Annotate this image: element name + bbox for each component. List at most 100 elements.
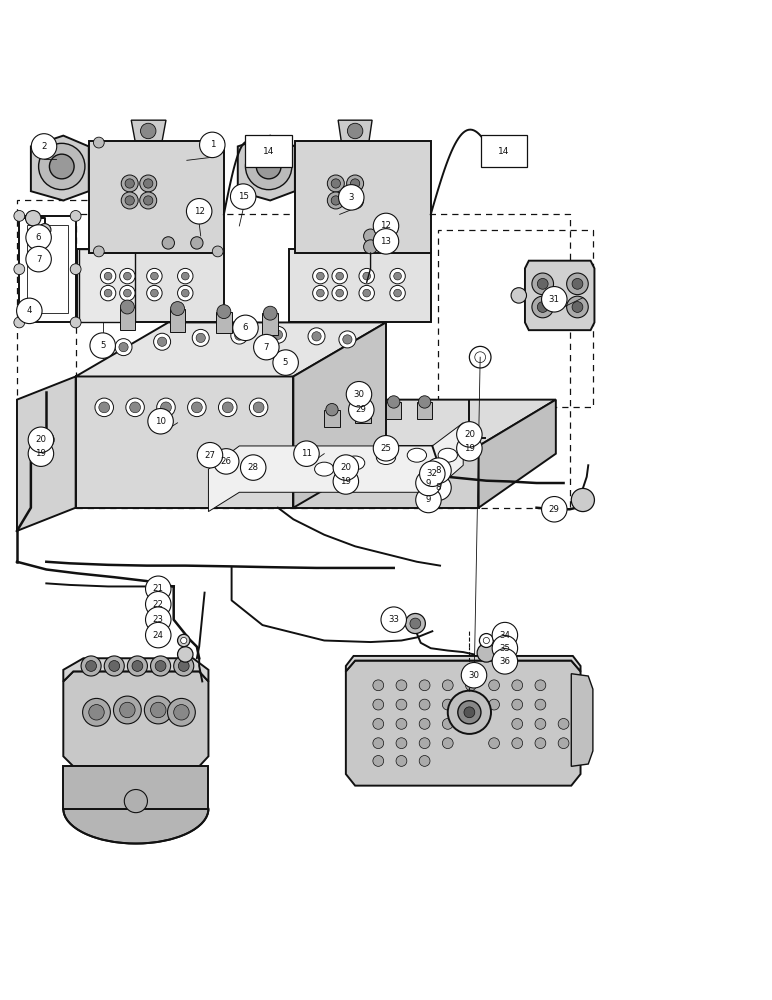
Text: 22: 22 — [153, 600, 164, 609]
Text: 34: 34 — [499, 631, 510, 640]
Text: 25: 25 — [381, 444, 391, 453]
Circle shape — [489, 738, 499, 749]
Circle shape — [39, 143, 85, 190]
Polygon shape — [76, 322, 386, 376]
Circle shape — [104, 272, 112, 280]
Text: 20: 20 — [464, 430, 475, 439]
Text: 6: 6 — [36, 233, 42, 242]
Polygon shape — [63, 809, 208, 844]
Ellipse shape — [345, 456, 364, 470]
Circle shape — [25, 246, 51, 272]
Text: 5: 5 — [100, 341, 106, 350]
Circle shape — [461, 663, 486, 688]
Circle shape — [269, 326, 286, 343]
Text: 35: 35 — [499, 644, 510, 653]
Circle shape — [42, 436, 50, 444]
Circle shape — [542, 497, 567, 522]
Polygon shape — [79, 249, 135, 322]
Circle shape — [93, 246, 104, 257]
Text: 11: 11 — [301, 449, 312, 458]
Polygon shape — [208, 423, 463, 512]
Text: 14: 14 — [263, 147, 274, 156]
Circle shape — [198, 442, 222, 468]
Circle shape — [350, 196, 360, 205]
Circle shape — [174, 656, 194, 676]
Circle shape — [127, 656, 147, 676]
Circle shape — [558, 718, 569, 729]
Circle shape — [25, 225, 51, 250]
Circle shape — [331, 179, 340, 188]
Circle shape — [363, 289, 371, 297]
Polygon shape — [19, 216, 76, 322]
Text: 7: 7 — [263, 343, 269, 352]
Circle shape — [39, 224, 51, 236]
Circle shape — [115, 339, 132, 356]
Polygon shape — [293, 446, 479, 508]
Circle shape — [178, 661, 189, 671]
Circle shape — [171, 302, 185, 315]
Circle shape — [86, 661, 96, 671]
Text: 30: 30 — [469, 671, 479, 680]
Circle shape — [410, 618, 421, 629]
Circle shape — [174, 705, 189, 720]
Circle shape — [213, 449, 239, 474]
Circle shape — [532, 296, 554, 318]
Circle shape — [217, 305, 231, 319]
Circle shape — [512, 680, 523, 691]
Circle shape — [157, 398, 175, 417]
Circle shape — [535, 738, 546, 749]
Circle shape — [512, 699, 523, 710]
Text: 4: 4 — [26, 306, 32, 315]
Circle shape — [373, 213, 398, 239]
Circle shape — [537, 278, 548, 289]
Circle shape — [425, 458, 451, 483]
FancyBboxPatch shape — [481, 135, 527, 167]
Circle shape — [144, 179, 153, 188]
Circle shape — [419, 756, 430, 766]
Circle shape — [475, 352, 486, 363]
Circle shape — [477, 644, 496, 662]
Text: 31: 31 — [549, 295, 560, 304]
Text: 36: 36 — [499, 657, 510, 666]
Text: 3: 3 — [348, 193, 354, 202]
Text: 2: 2 — [41, 142, 47, 151]
Text: 8: 8 — [435, 466, 442, 475]
Circle shape — [535, 718, 546, 729]
Polygon shape — [525, 261, 594, 330]
Circle shape — [415, 487, 442, 513]
Text: 21: 21 — [153, 584, 164, 593]
Circle shape — [333, 469, 358, 494]
Circle shape — [313, 285, 328, 301]
Text: 12: 12 — [194, 207, 205, 216]
Circle shape — [104, 656, 124, 676]
Circle shape — [119, 343, 128, 352]
Circle shape — [381, 607, 407, 632]
Circle shape — [212, 246, 223, 257]
Circle shape — [113, 696, 141, 724]
Polygon shape — [295, 141, 431, 253]
Circle shape — [567, 273, 588, 295]
Circle shape — [373, 229, 398, 254]
Polygon shape — [17, 376, 76, 531]
Polygon shape — [346, 656, 581, 671]
Circle shape — [373, 699, 384, 710]
Circle shape — [489, 680, 499, 691]
Text: 28: 28 — [248, 463, 259, 472]
Circle shape — [249, 398, 268, 417]
Circle shape — [253, 402, 264, 413]
Text: 20: 20 — [36, 435, 46, 444]
Circle shape — [419, 699, 430, 710]
Circle shape — [364, 229, 378, 243]
Circle shape — [336, 272, 344, 280]
Circle shape — [70, 264, 81, 275]
Circle shape — [191, 402, 202, 413]
Circle shape — [120, 702, 135, 718]
Circle shape — [147, 409, 173, 434]
Circle shape — [396, 680, 407, 691]
Circle shape — [144, 696, 172, 724]
Circle shape — [120, 285, 135, 301]
Circle shape — [373, 756, 384, 766]
Circle shape — [327, 192, 344, 209]
Circle shape — [492, 622, 517, 648]
Circle shape — [196, 333, 205, 343]
